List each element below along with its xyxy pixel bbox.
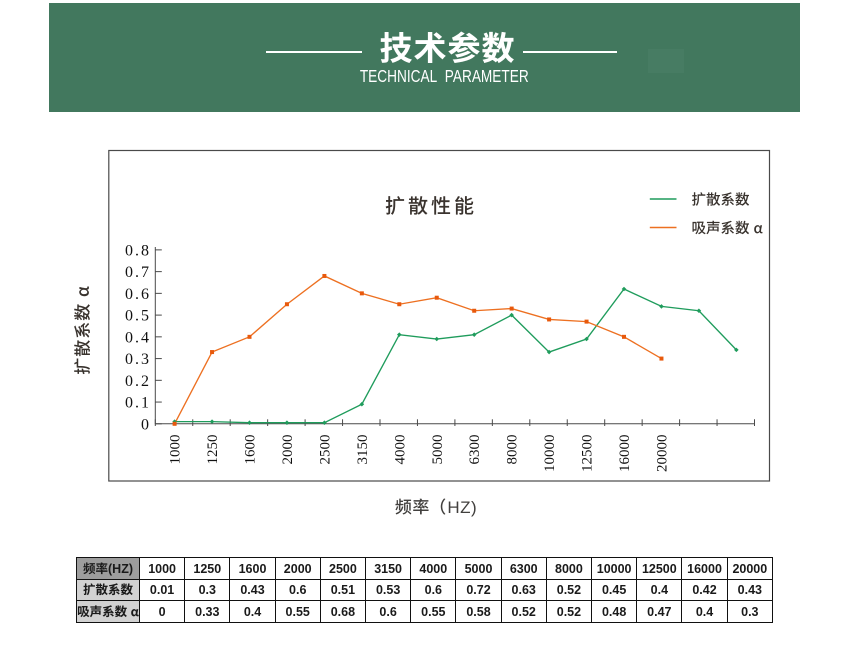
svg-text:3150: 3150 bbox=[355, 435, 371, 465]
svg-text:1000: 1000 bbox=[168, 435, 184, 465]
svg-text:1600: 1600 bbox=[243, 435, 259, 465]
svg-text:0.5: 0.5 bbox=[125, 308, 151, 325]
svg-text:4000: 4000 bbox=[392, 435, 408, 465]
svg-text:扩散系数: 扩散系数 bbox=[692, 192, 750, 209]
svg-text:0: 0 bbox=[141, 416, 151, 433]
svg-text:10000: 10000 bbox=[542, 435, 558, 473]
svg-text:0.2: 0.2 bbox=[125, 373, 151, 390]
svg-text:0.8: 0.8 bbox=[125, 242, 151, 259]
svg-text:频率（HZ): 频率（HZ) bbox=[395, 497, 477, 517]
svg-text:吸声系数 α: 吸声系数 α bbox=[692, 220, 764, 237]
svg-text:16000: 16000 bbox=[617, 435, 633, 473]
svg-text:2000: 2000 bbox=[280, 435, 296, 465]
svg-text:扩散性能: 扩散性能 bbox=[385, 195, 477, 218]
svg-text:0.1: 0.1 bbox=[125, 395, 151, 412]
svg-text:0.7: 0.7 bbox=[125, 264, 151, 281]
svg-text:5000: 5000 bbox=[430, 435, 446, 465]
svg-text:8000: 8000 bbox=[505, 435, 521, 465]
svg-text:0.6: 0.6 bbox=[125, 286, 151, 303]
svg-text:1250: 1250 bbox=[205, 435, 221, 465]
svg-text:0.4: 0.4 bbox=[125, 329, 151, 346]
svg-text:6300: 6300 bbox=[467, 435, 483, 465]
svg-text:20000: 20000 bbox=[654, 435, 670, 473]
svg-text:2500: 2500 bbox=[317, 435, 333, 465]
svg-text:扩散系数 α: 扩散系数 α bbox=[73, 285, 93, 375]
svg-text:12500: 12500 bbox=[580, 435, 596, 473]
svg-text:0.3: 0.3 bbox=[125, 351, 151, 368]
